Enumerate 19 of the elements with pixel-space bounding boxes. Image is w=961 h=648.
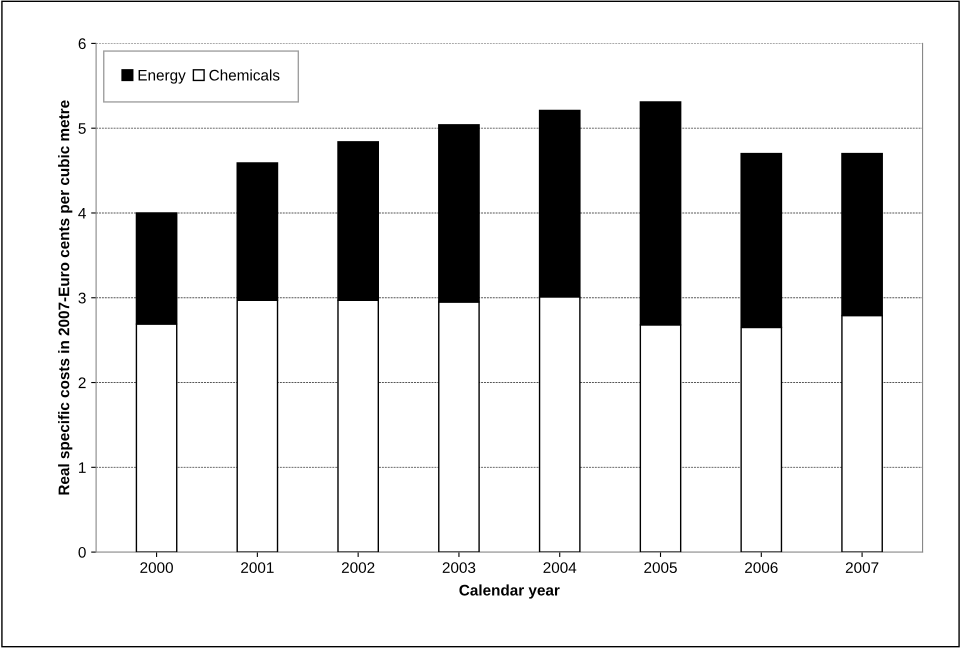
x-tick-label: 2007 <box>846 562 878 574</box>
x-tick-label: 2001 <box>241 562 274 574</box>
y-tick-label: 2 <box>78 377 86 388</box>
y-tick-label: 5 <box>78 123 86 134</box>
legend-label: Chemicals <box>209 69 280 81</box>
y-tick-label: 1 <box>79 462 86 473</box>
y-tick-label: 3 <box>78 292 86 304</box>
y-tick-label: 4 <box>78 208 86 219</box>
x-axis-title: Calendar year <box>459 584 560 599</box>
x-tick-label: 2003 <box>442 562 476 574</box>
x-tick-label: 2005 <box>644 562 677 574</box>
x-tick-label: 2000 <box>140 562 173 574</box>
y-tick-label: 6 <box>78 38 86 50</box>
legend-label: Energy <box>138 70 186 84</box>
y-axis-title: Real specific costs in 2007-Euro cents per cubic metre <box>58 100 72 495</box>
x-tick-label: 2006 <box>745 562 778 574</box>
x-tick-label: 2002 <box>342 562 374 574</box>
y-tick-label: 0 <box>78 546 86 558</box>
x-tick-label: 2004 <box>544 562 576 574</box>
